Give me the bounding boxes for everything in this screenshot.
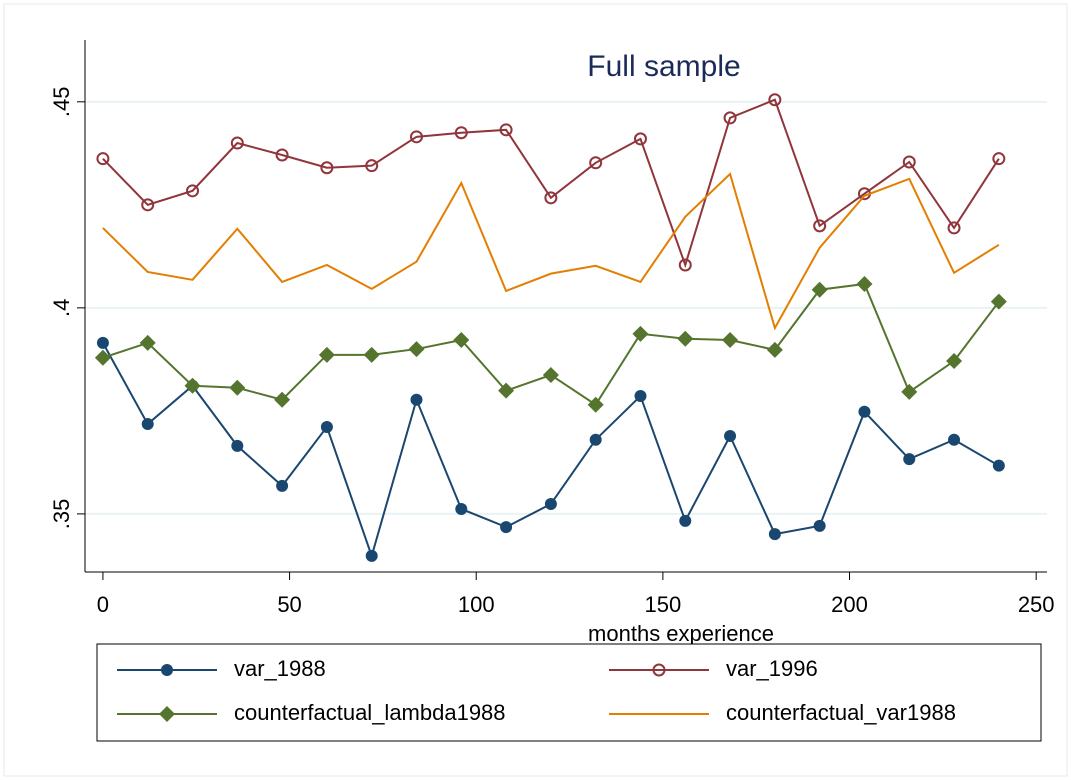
point bbox=[990, 293, 1007, 310]
point bbox=[587, 396, 604, 413]
point bbox=[813, 219, 827, 233]
series-line bbox=[102, 98, 1000, 269]
point bbox=[275, 148, 289, 162]
x-axis-label: months experience bbox=[588, 621, 774, 646]
point bbox=[679, 514, 692, 527]
point bbox=[410, 393, 423, 406]
chart-title: Full sample bbox=[587, 50, 740, 83]
point bbox=[634, 390, 647, 403]
legend-label: counterfactual_lambda1988 bbox=[234, 700, 506, 725]
point bbox=[363, 346, 380, 363]
legend-label: var_1988 bbox=[234, 656, 326, 681]
point bbox=[768, 93, 782, 107]
point bbox=[901, 383, 918, 400]
point bbox=[768, 528, 781, 541]
point bbox=[184, 377, 201, 394]
point bbox=[139, 334, 156, 351]
point bbox=[454, 126, 468, 140]
y-tick-label: .35 bbox=[49, 499, 74, 530]
point bbox=[408, 341, 425, 358]
x-tick-label: 50 bbox=[277, 592, 301, 617]
point bbox=[365, 159, 379, 173]
point bbox=[858, 405, 871, 418]
legend-marker bbox=[159, 706, 175, 722]
y-tick-label: .4 bbox=[49, 299, 74, 317]
point bbox=[186, 184, 200, 198]
point bbox=[589, 156, 603, 170]
point bbox=[276, 479, 289, 492]
point bbox=[992, 152, 1006, 166]
x-tick-label: 250 bbox=[1018, 592, 1055, 617]
point bbox=[94, 349, 111, 366]
point bbox=[766, 341, 783, 358]
y-tick-label: .45 bbox=[49, 87, 74, 118]
point bbox=[318, 346, 335, 363]
x-tick-label: 0 bbox=[97, 592, 109, 617]
point bbox=[856, 275, 873, 292]
point bbox=[542, 367, 559, 384]
point bbox=[677, 330, 694, 347]
point bbox=[946, 353, 963, 370]
legend-label: var_1996 bbox=[726, 656, 818, 681]
point bbox=[409, 130, 423, 144]
point bbox=[455, 502, 468, 515]
point bbox=[230, 136, 244, 150]
point bbox=[947, 221, 961, 235]
point bbox=[274, 391, 291, 408]
point bbox=[633, 132, 647, 146]
point bbox=[723, 111, 737, 125]
point bbox=[498, 382, 515, 399]
point bbox=[365, 549, 378, 562]
point bbox=[811, 281, 828, 298]
point bbox=[544, 498, 557, 511]
x-tick-label: 100 bbox=[458, 592, 495, 617]
point bbox=[813, 519, 826, 532]
point bbox=[320, 420, 333, 433]
point bbox=[96, 336, 109, 349]
point bbox=[902, 155, 916, 169]
point bbox=[948, 433, 961, 446]
legend-marker bbox=[161, 664, 173, 676]
point bbox=[724, 430, 737, 443]
legend bbox=[96, 643, 1042, 742]
point bbox=[903, 453, 916, 466]
legend-label: counterfactual_var1988 bbox=[726, 700, 956, 725]
point bbox=[722, 331, 739, 348]
point bbox=[992, 459, 1005, 472]
point bbox=[231, 439, 244, 452]
point bbox=[453, 331, 470, 348]
point bbox=[320, 161, 334, 175]
x-tick-label: 200 bbox=[831, 592, 868, 617]
point bbox=[499, 123, 513, 137]
point bbox=[96, 152, 110, 166]
point bbox=[544, 191, 558, 205]
point bbox=[589, 433, 602, 446]
point bbox=[141, 418, 154, 431]
point bbox=[632, 325, 649, 342]
point bbox=[678, 258, 692, 272]
point bbox=[229, 379, 246, 396]
legend-marker bbox=[652, 663, 666, 677]
point bbox=[141, 198, 155, 212]
point bbox=[500, 521, 513, 534]
series-line bbox=[102, 172, 1000, 331]
x-tick-label: 150 bbox=[645, 592, 682, 617]
